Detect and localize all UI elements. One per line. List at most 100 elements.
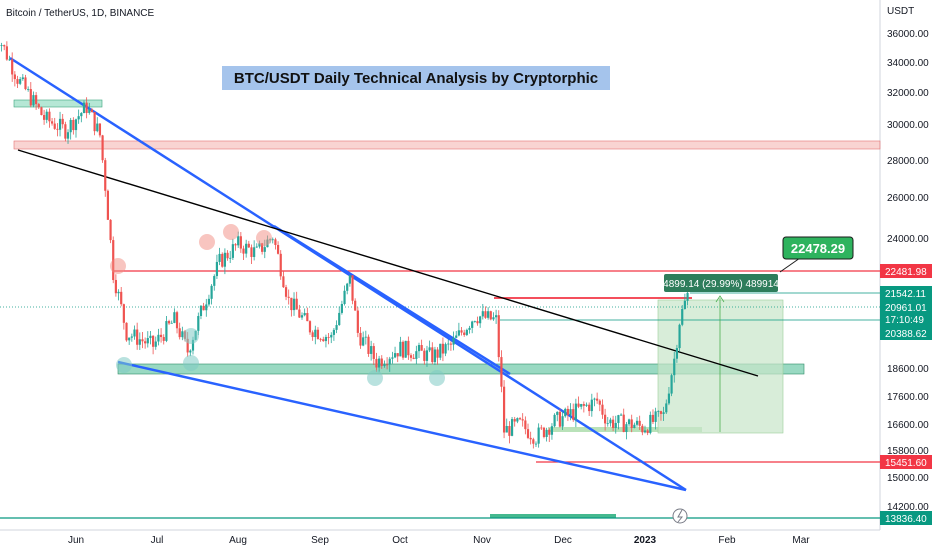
candle-down (5, 46, 8, 60)
candle-up (471, 321, 474, 328)
measure-arrow-head (715, 295, 725, 303)
candle-up (19, 79, 22, 84)
candle-up (473, 321, 476, 322)
candle-up (468, 327, 471, 330)
measure-label-box (664, 274, 778, 292)
title-background (222, 66, 610, 90)
candle-down (420, 345, 423, 351)
candle-up (88, 109, 91, 113)
x-tick: Dec (554, 535, 572, 546)
candle-down (327, 336, 330, 338)
candle-down (144, 341, 147, 344)
candle-up (593, 398, 596, 400)
candle-down (136, 329, 139, 345)
candle-down (242, 248, 245, 254)
resistance-zone-top (13, 99, 103, 108)
candle-up (399, 341, 402, 357)
candle-up (561, 416, 564, 427)
candle-up (157, 334, 160, 342)
candle-up (383, 364, 386, 366)
candle-down (316, 329, 320, 339)
candle-up (553, 414, 556, 427)
candle-down (109, 219, 112, 241)
candle-down (250, 247, 253, 257)
candle-up (428, 347, 431, 351)
candle-down (159, 334, 163, 338)
candle-up (649, 414, 652, 434)
candle-up (197, 316, 200, 331)
candle-down (178, 328, 181, 338)
candle-down (601, 404, 604, 415)
candle-up (32, 95, 35, 106)
y-tick: 34000.00 (887, 58, 929, 69)
y-tick: 17600.00 (887, 392, 929, 403)
x-tick: Jul (151, 535, 164, 546)
candle-down (295, 298, 298, 310)
candle-up (27, 89, 30, 90)
touch-marker-red (223, 224, 239, 240)
y-axis-ticks: 36000.00 34000.00 32000.00 30000.00 2800… (887, 29, 929, 513)
candle-up (662, 412, 665, 414)
candle-up (364, 336, 367, 338)
candle-down (311, 332, 314, 338)
candle-down (548, 429, 551, 435)
resistance-zone-red (13, 140, 881, 150)
candle-up (205, 304, 208, 311)
x-tick: Feb (718, 535, 736, 546)
candle-up (237, 236, 240, 246)
candle-up (300, 315, 304, 318)
candle-down (423, 350, 426, 361)
candle-down (542, 427, 546, 437)
candle-up (455, 335, 458, 338)
candle-up (362, 337, 365, 346)
touch-marker-teal (183, 355, 199, 371)
candle-up (670, 375, 673, 394)
candle-down (64, 124, 67, 139)
candle-up (245, 243, 248, 254)
y-tick: 32000.00 (887, 88, 929, 99)
candle-up (213, 276, 216, 286)
candle-up (82, 102, 86, 114)
price-label-bg (880, 300, 932, 326)
candle-up (45, 111, 48, 120)
candle-down (85, 102, 88, 113)
candle-up (673, 358, 676, 376)
candle-up (404, 340, 407, 358)
candle-down (175, 312, 179, 329)
candle-up (556, 411, 559, 415)
candle-up (495, 315, 498, 318)
candle-up (346, 283, 349, 291)
candle-down (508, 425, 511, 436)
candle-up (340, 303, 343, 313)
candle-down (61, 118, 64, 125)
candle-down (489, 311, 492, 320)
candle-up (210, 285, 213, 299)
candle-up (335, 325, 338, 330)
candle-down (37, 104, 40, 108)
candle-up (324, 336, 328, 342)
candle-up (332, 329, 336, 335)
candle-down (247, 243, 250, 248)
candle-down (401, 341, 405, 358)
candle-down (322, 339, 325, 342)
candle-up (479, 316, 482, 324)
candle-down (186, 338, 189, 353)
candle-up (516, 418, 519, 422)
y-tick: 14200.00 (887, 502, 929, 513)
touch-marker-teal (183, 328, 199, 344)
candle-down (611, 419, 615, 428)
candle-up (675, 348, 679, 359)
candle-down (646, 430, 649, 434)
candle-down (460, 330, 463, 333)
candle-down (604, 414, 607, 424)
target-callout-label: 22478.29 (791, 241, 845, 256)
candle-up (564, 408, 567, 417)
candle-up (510, 419, 514, 436)
lightning-icon-glyph (677, 509, 684, 523)
candle-up (348, 275, 351, 284)
candle-down (449, 343, 453, 345)
candle-down (290, 297, 293, 311)
lightning-icon[interactable] (672, 508, 688, 524)
candle-down (90, 109, 94, 113)
